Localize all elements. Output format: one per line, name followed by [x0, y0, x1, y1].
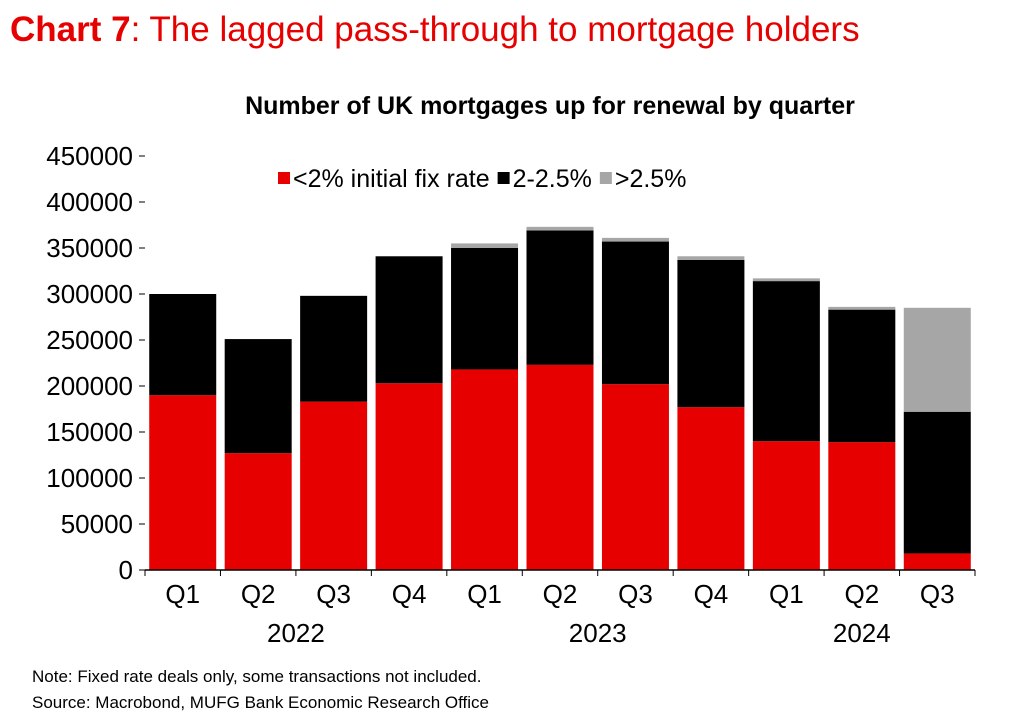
bar-segment: [224, 339, 292, 454]
bar-segment: [224, 453, 292, 570]
x-tick-label: Q4: [694, 579, 729, 609]
legend-swatch: [278, 172, 290, 184]
x-tick-label: Q2: [543, 579, 578, 609]
year-label: 2023: [569, 618, 627, 648]
bar-segment: [677, 256, 745, 260]
bar-segment: [451, 369, 519, 570]
chart-header: Chart 7: The lagged pass-through to mort…: [10, 10, 860, 50]
source-text: Source: Macrobond, MUFG Bank Economic Re…: [32, 693, 489, 712]
bar-segment: [601, 237, 669, 242]
bar-segment: [526, 226, 594, 231]
legend-swatch: [497, 172, 510, 184]
bar-segment: [149, 395, 217, 570]
x-tick-label: Q1: [467, 579, 502, 609]
bar-segment: [526, 364, 594, 570]
legend-swatch: [599, 172, 612, 184]
bar-segment: [828, 309, 896, 443]
bar-segment: [300, 401, 368, 570]
y-tick-label: 200000: [46, 371, 133, 401]
chart-title: Number of UK mortgages up for renewal by…: [245, 92, 855, 120]
legend-label: <2% initial fix rate: [293, 165, 490, 193]
chart-number: Chart 7: [10, 10, 131, 49]
bar-segment: [903, 307, 971, 412]
bar-segment: [451, 248, 519, 370]
header-separator: :: [130, 10, 150, 49]
header-text: The lagged pass-through to mortgage hold…: [149, 10, 860, 49]
bar-segment: [375, 256, 443, 384]
bar-segment: [828, 442, 896, 570]
bar-segment: [752, 278, 820, 282]
bar-segment: [903, 411, 971, 554]
chart-notes: Note: Fixed rate deals only, some transa…: [32, 664, 489, 716]
bar-segment: [601, 384, 669, 570]
y-tick-label: 100000: [46, 463, 133, 493]
bar-segment: [828, 306, 896, 310]
y-tick-label: 450000: [46, 141, 133, 171]
x-tick-label: Q2: [844, 579, 879, 609]
bar-segment: [677, 259, 745, 408]
y-tick-label: 400000: [46, 187, 133, 217]
legend-label: 2-2.5%: [513, 165, 592, 193]
bar-segment: [903, 553, 971, 570]
y-tick-label: 250000: [46, 325, 133, 355]
bar-segment: [451, 243, 519, 248]
x-tick-label: Q3: [920, 579, 955, 609]
y-tick-label: 300000: [46, 279, 133, 309]
x-tick-label: Q2: [241, 579, 276, 609]
bar-segment: [300, 295, 368, 402]
stacked-bar-chart: 0 50000 100000 150000 200000 250000 300000 3500…: [46, 141, 976, 648]
bar-segment: [526, 230, 594, 365]
x-tick-label: Q1: [769, 579, 804, 609]
year-label: 2022: [267, 618, 325, 648]
bar-segment: [601, 241, 669, 385]
y-tick-label: 50000: [61, 509, 133, 539]
note-text: Note: Fixed rate deals only, some transa…: [32, 667, 482, 686]
bar-segment: [149, 294, 217, 396]
bar-segment: [677, 407, 745, 570]
bar-segment: [375, 383, 443, 570]
x-tick-label: Q1: [165, 579, 200, 609]
bar-segment: [752, 441, 820, 570]
y-tick-label: 0: [119, 555, 133, 585]
x-tick-label: Q4: [392, 579, 427, 609]
legend-label: >2.5%: [615, 165, 687, 193]
x-tick-label: Q3: [618, 579, 653, 609]
y-tick-label: 150000: [46, 417, 133, 447]
y-tick-label: 350000: [46, 233, 133, 263]
bar-segment: [752, 281, 820, 442]
x-tick-label: Q3: [316, 579, 351, 609]
year-label: 2024: [833, 618, 891, 648]
